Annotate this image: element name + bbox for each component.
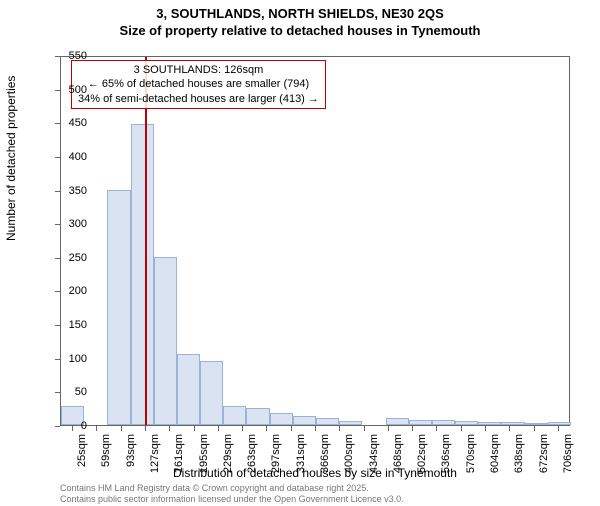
y-tick-mark [55,157,60,158]
y-tick-label: 500 [47,84,87,96]
y-tick-mark [55,90,60,91]
histogram-bar [316,418,339,425]
y-tick-mark [55,258,60,259]
x-tick-label: 638sqm [513,434,525,473]
x-tick-label: 502sqm [416,434,428,473]
y-tick-mark [55,325,60,326]
y-tick-label: 100 [47,353,87,365]
histogram-bar [501,422,524,425]
annotation-box: 3 SOUTHLANDS: 126sqm ← 65% of detached h… [71,60,326,109]
x-tick-mark [436,426,437,431]
x-tick-mark [169,426,170,431]
y-tick-label: 0 [47,420,87,432]
chart-title-sub: Size of property relative to detached ho… [0,23,600,38]
histogram-bar [270,413,293,425]
histogram-bar [223,406,246,425]
y-tick-label: 400 [47,151,87,163]
histogram-bar [107,190,130,425]
x-tick-label: 297sqm [270,434,282,473]
histogram-bar [409,420,432,425]
x-tick-label: 366sqm [319,434,331,473]
y-tick-mark [55,224,60,225]
x-tick-mark [534,426,535,431]
y-tick-mark [55,426,60,427]
chart-title-address: 3, SOUTHLANDS, NORTH SHIELDS, NE30 2QS [0,6,600,21]
x-tick-label: 93sqm [125,434,137,467]
y-tick-label: 50 [47,386,87,398]
footer-line-2: Contains public sector information licen… [60,494,404,504]
footer-attribution: Contains HM Land Registry data © Crown c… [60,483,404,504]
y-tick-mark [55,291,60,292]
y-tick-label: 550 [47,50,87,62]
x-tick-label: 161sqm [173,434,185,473]
x-tick-label: 536sqm [440,434,452,473]
x-tick-label: 672sqm [538,434,550,473]
annotation-line-1: 3 SOUTHLANDS: 126sqm [78,63,319,77]
x-tick-label: 434sqm [368,434,380,473]
y-tick-label: 150 [47,319,87,331]
x-tick-mark [461,426,462,431]
x-tick-mark [388,426,389,431]
x-tick-label: 59sqm [100,434,112,467]
x-tick-label: 263sqm [246,434,258,473]
x-tick-label: 229sqm [222,434,234,473]
y-tick-label: 250 [47,252,87,264]
x-tick-mark [218,426,219,431]
x-tick-mark [266,426,267,431]
x-tick-label: 331sqm [295,434,307,473]
x-tick-label: 570sqm [465,434,477,473]
histogram-bar [478,422,501,425]
annotation-line-3: 34% of semi-detached houses are larger (… [78,92,319,106]
histogram-bar [432,420,455,425]
x-tick-mark [509,426,510,431]
x-tick-label: 127sqm [149,434,161,473]
x-tick-label: 706sqm [562,434,574,473]
x-tick-label: 468sqm [392,434,404,473]
histogram-bar [154,257,177,425]
histogram-bar [246,408,269,425]
x-tick-mark [145,426,146,431]
x-tick-mark [315,426,316,431]
x-tick-mark [194,426,195,431]
y-tick-mark [55,359,60,360]
x-tick-label: 400sqm [343,434,355,473]
x-tick-label: 195sqm [198,434,210,473]
annotation-line-2: ← 65% of detached houses are smaller (79… [78,77,319,91]
x-tick-label: 604sqm [489,434,501,473]
y-tick-label: 200 [47,285,87,297]
histogram-bar [386,418,409,425]
y-tick-label: 350 [47,185,87,197]
property-marker-line [145,57,147,425]
x-tick-label: 25sqm [76,434,88,467]
x-tick-mark [96,426,97,431]
histogram-bar [339,421,362,425]
chart-container: 3, SOUTHLANDS, NORTH SHIELDS, NE30 2QS S… [0,6,600,506]
x-tick-mark [291,426,292,431]
footer-line-1: Contains HM Land Registry data © Crown c… [60,483,404,493]
y-axis-label: Number of detached properties [4,76,18,241]
histogram-bar [131,124,154,425]
x-tick-mark [364,426,365,431]
y-tick-label: 450 [47,117,87,129]
plot-area: 3 SOUTHLANDS: 126sqm ← 65% of detached h… [60,56,570,426]
x-tick-mark [485,426,486,431]
y-tick-mark [55,56,60,57]
histogram-bar [455,421,478,425]
histogram-bar [200,361,223,425]
y-tick-mark [55,392,60,393]
histogram-bar [525,423,548,425]
x-tick-mark [558,426,559,431]
x-tick-mark [339,426,340,431]
histogram-bar [177,354,200,425]
x-tick-mark [72,426,73,431]
histogram-bar [548,422,571,425]
y-tick-mark [55,191,60,192]
x-tick-mark [412,426,413,431]
y-tick-label: 300 [47,218,87,230]
x-tick-mark [242,426,243,431]
histogram-bar [293,416,316,425]
y-tick-mark [55,123,60,124]
x-tick-mark [121,426,122,431]
